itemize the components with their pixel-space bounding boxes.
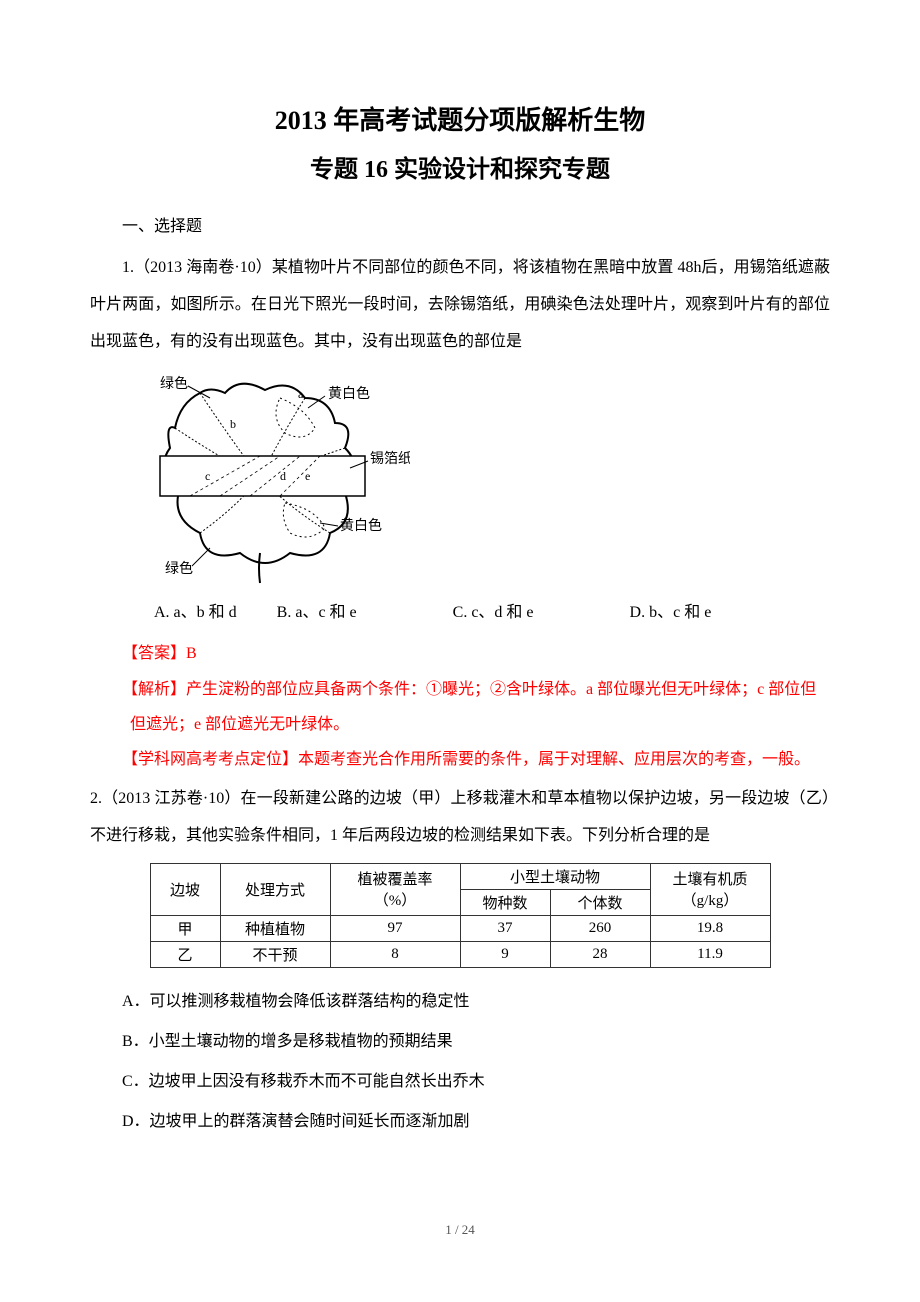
svg-text:a: a [298,387,304,401]
label-green-bot: 绿色 [165,560,193,577]
label-foil: 锡箔纸 [370,451,410,467]
label-yellow-top: 黄白色 [328,385,370,402]
choice-d: D．边坡甲上的群落演替会随时间延长而逐渐加剧 [90,1102,830,1142]
q2-table: 边坡 处理方式 植被覆盖率（%） 小型土壤动物 土壤有机质（g/kg） 物种数 … [150,863,771,968]
opt-d: D. b、c 和 e [598,598,712,622]
q1-options: A. a、b 和 d B. a、c 和 e C. c、d 和 e D. b、c … [90,598,830,622]
col-organic: 土壤有机质（g/kg） [650,863,770,915]
svg-text:e: e [305,469,310,483]
label-green-top: 绿色 [160,375,188,392]
leaf-diagram: a b c d e 绿色 黄白色 锡箔纸 黄白色 绿色 [130,368,830,588]
q2-choices: A．可以推测移栽植物会降低该群落结构的稳定性 B．小型土壤动物的增多是移栽植物的… [90,982,830,1142]
opt-b: B. a、c 和 e [245,598,357,622]
choice-a: A．可以推测移栽植物会降低该群落结构的稳定性 [90,982,830,1022]
opt-c: C. c、d 和 e [421,598,534,622]
col-individuals: 个体数 [550,889,650,915]
explain-text2: 但遮光；e 部位遮光无叶绿体。 [130,716,349,733]
section-heading: 一、选择题 [90,212,830,236]
choice-c: C．边坡甲上因没有移栽乔木而不可能自然长出乔木 [90,1062,830,1102]
col-species: 物种数 [460,889,550,915]
document-page: 2013 年高考试题分项版解析生物 专题 16 实验设计和探究专题 一、选择题 … [0,0,920,1278]
svg-text:c: c [205,469,210,483]
label-yellow-bot: 黄白色 [340,517,382,534]
q1-stem: 1.（2013 海南卷·10）某植物叶片不同部位的颜色不同，将该植物在黑暗中放置… [90,250,830,360]
locate-text: 本题考查光合作用所需要的条件，属于对理解、应用层次的考查，一般。 [298,751,810,768]
col-treatment: 处理方式 [220,863,330,915]
main-title: 2013 年高考试题分项版解析生物 [90,100,830,137]
q2-stem: 2.（2013 江苏卷·10）在一段新建公路的边坡（甲）上移栽灌木和草本植物以保… [90,781,830,855]
answer-value: B [186,645,197,662]
table-header-row: 边坡 处理方式 植被覆盖率（%） 小型土壤动物 土壤有机质（g/kg） [150,863,770,889]
answer-label: 【答案】 [122,645,186,662]
locate-label: 【学科网高考考点定位】 [122,751,298,768]
explain-label: 【解析】 [122,681,186,698]
svg-text:b: b [230,417,236,431]
opt-a: A. a、b 和 d [122,598,237,622]
col-coverage: 植被覆盖率（%） [330,863,460,915]
explain-text: 产生淀粉的部位应具备两个条件：①曝光；②含叶绿体。a 部位曝光但无叶绿体；c 部… [186,681,816,698]
choice-b: B．小型土壤动物的增多是移栽植物的预期结果 [90,1022,830,1062]
sub-title: 专题 16 实验设计和探究专题 [90,149,830,184]
col-animals: 小型土壤动物 [460,863,650,889]
svg-text:d: d [280,469,286,483]
col-slope: 边坡 [150,863,220,915]
page-footer: 1 / 24 [90,1222,830,1238]
table-row: 甲 种植植物 97 37 260 19.8 [150,915,770,941]
q1-answer-block: 【答案】B 【解析】产生淀粉的部位应具备两个条件：①曝光；②含叶绿体。a 部位曝… [90,636,830,777]
table-row: 乙 不干预 8 9 28 11.9 [150,941,770,967]
